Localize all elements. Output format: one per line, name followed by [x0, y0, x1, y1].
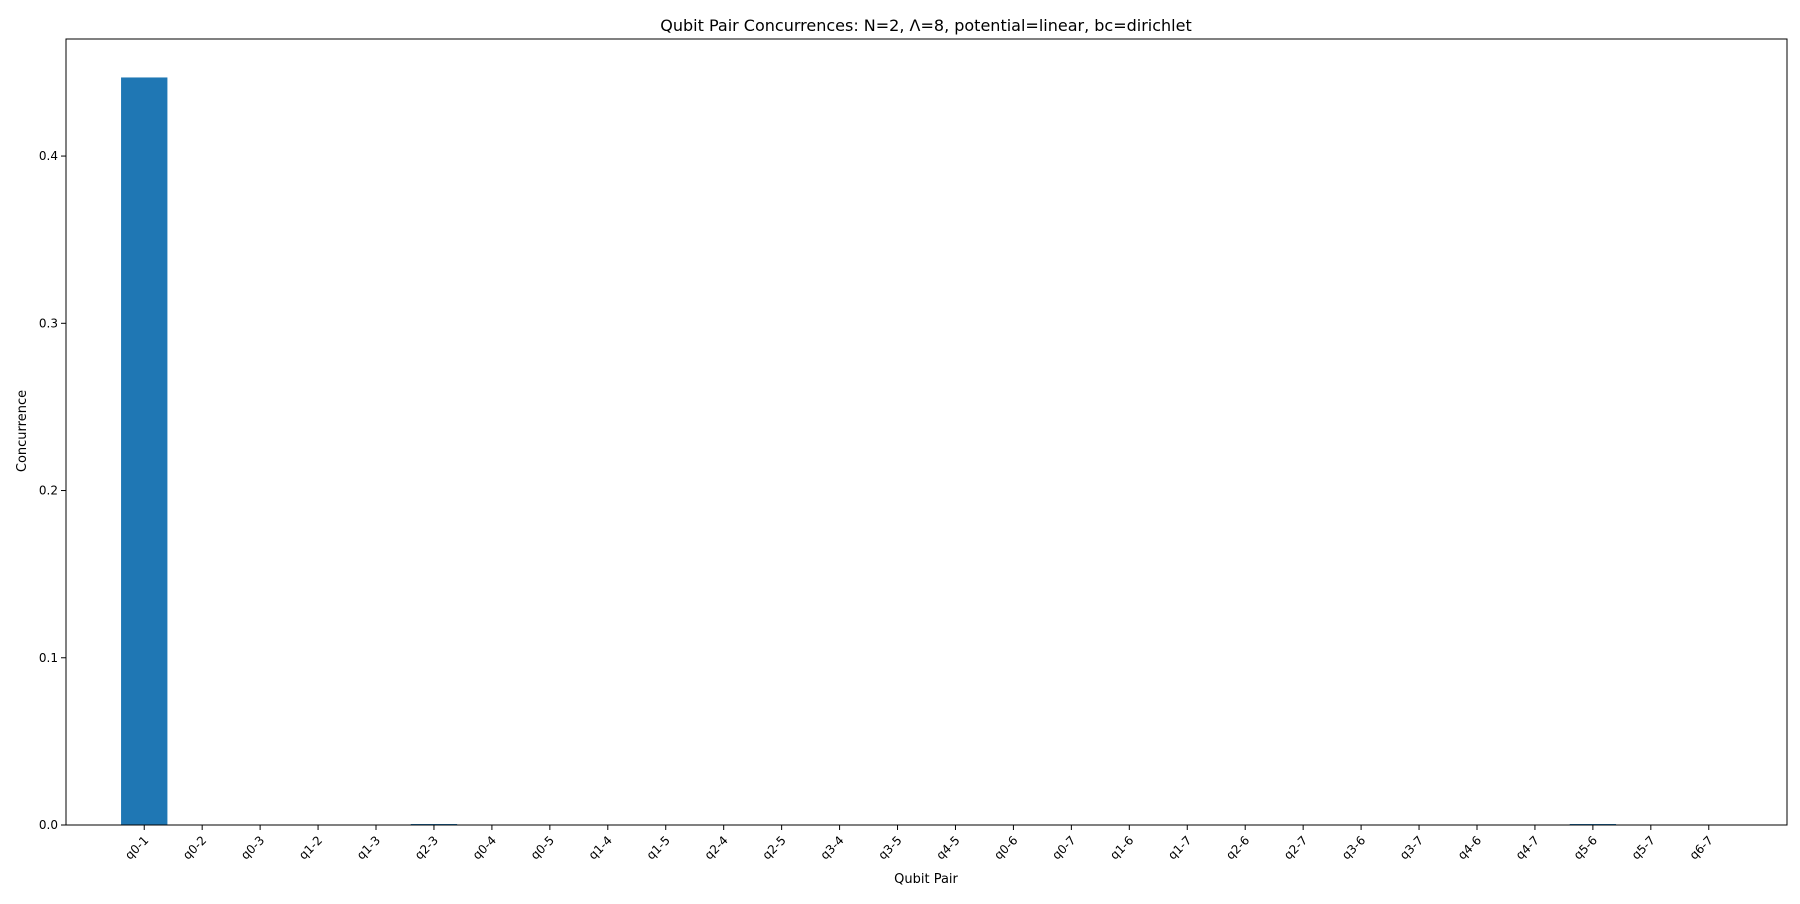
y-tick-label: 0.0	[39, 818, 58, 832]
x-tick-label: q0-6	[991, 833, 1020, 862]
y-tick-label: 0.1	[39, 651, 58, 665]
x-tick-label: q4-5	[933, 833, 962, 862]
x-tick-label: q2-6	[1223, 833, 1252, 862]
x-tick-label: q0-5	[528, 833, 557, 862]
bar-q0-1	[121, 77, 168, 825]
y-tick-label: 0.4	[39, 149, 58, 163]
x-tick-label: q3-6	[1339, 833, 1368, 862]
x-tick-label: q1-4	[586, 833, 615, 862]
x-tick-label: q3-4	[818, 833, 847, 862]
x-tick-label: q1-5	[644, 833, 673, 862]
x-tick-label: q2-4	[702, 833, 731, 862]
bars-group	[121, 77, 1617, 825]
x-tick-label: q4-6	[1455, 833, 1484, 862]
x-tick-label: q2-7	[1281, 833, 1310, 862]
x-tick-label: q0-7	[1049, 833, 1078, 862]
chart-title: Qubit Pair Concurrences: N=2, Λ=8, poten…	[660, 16, 1191, 35]
x-tick-label: q0-2	[180, 833, 209, 862]
x-tick-label: q3-7	[1397, 833, 1426, 862]
x-tick-label: q2-3	[412, 833, 441, 862]
y-tick-label: 0.2	[39, 484, 58, 498]
x-tick-label: q0-4	[470, 833, 499, 862]
x-tick-label: q6-7	[1687, 833, 1716, 862]
x-tick-label: q0-3	[238, 833, 267, 862]
y-axis-ticks: 0.0 0.1 0.2 0.3 0.4	[39, 149, 66, 832]
x-tick-label: q3-5	[876, 833, 905, 862]
x-tick-label: q1-3	[354, 833, 383, 862]
y-axis-label: Concurrence	[15, 390, 30, 472]
x-tick-label: q5-7	[1629, 833, 1658, 862]
x-tick-label: q1-7	[1165, 833, 1194, 862]
y-tick-label: 0.3	[39, 316, 58, 330]
x-axis-label: Qubit Pair	[894, 872, 958, 887]
x-tick-label: q1-2	[296, 833, 325, 862]
x-tick-label: q2-5	[760, 833, 789, 862]
x-tick-label: q0-1	[122, 833, 151, 862]
axes-frame	[65, 38, 1788, 826]
x-axis-ticks: q0-1 q0-2 q0-3 q1-2 q1-3 q2-3 q0-4 q0-5 q1-4 q1-5…	[122, 825, 1716, 862]
x-tick-label: q5-6	[1571, 833, 1600, 862]
x-tick-label: q1-6	[1107, 833, 1136, 862]
x-tick-label: q4-7	[1513, 833, 1542, 862]
